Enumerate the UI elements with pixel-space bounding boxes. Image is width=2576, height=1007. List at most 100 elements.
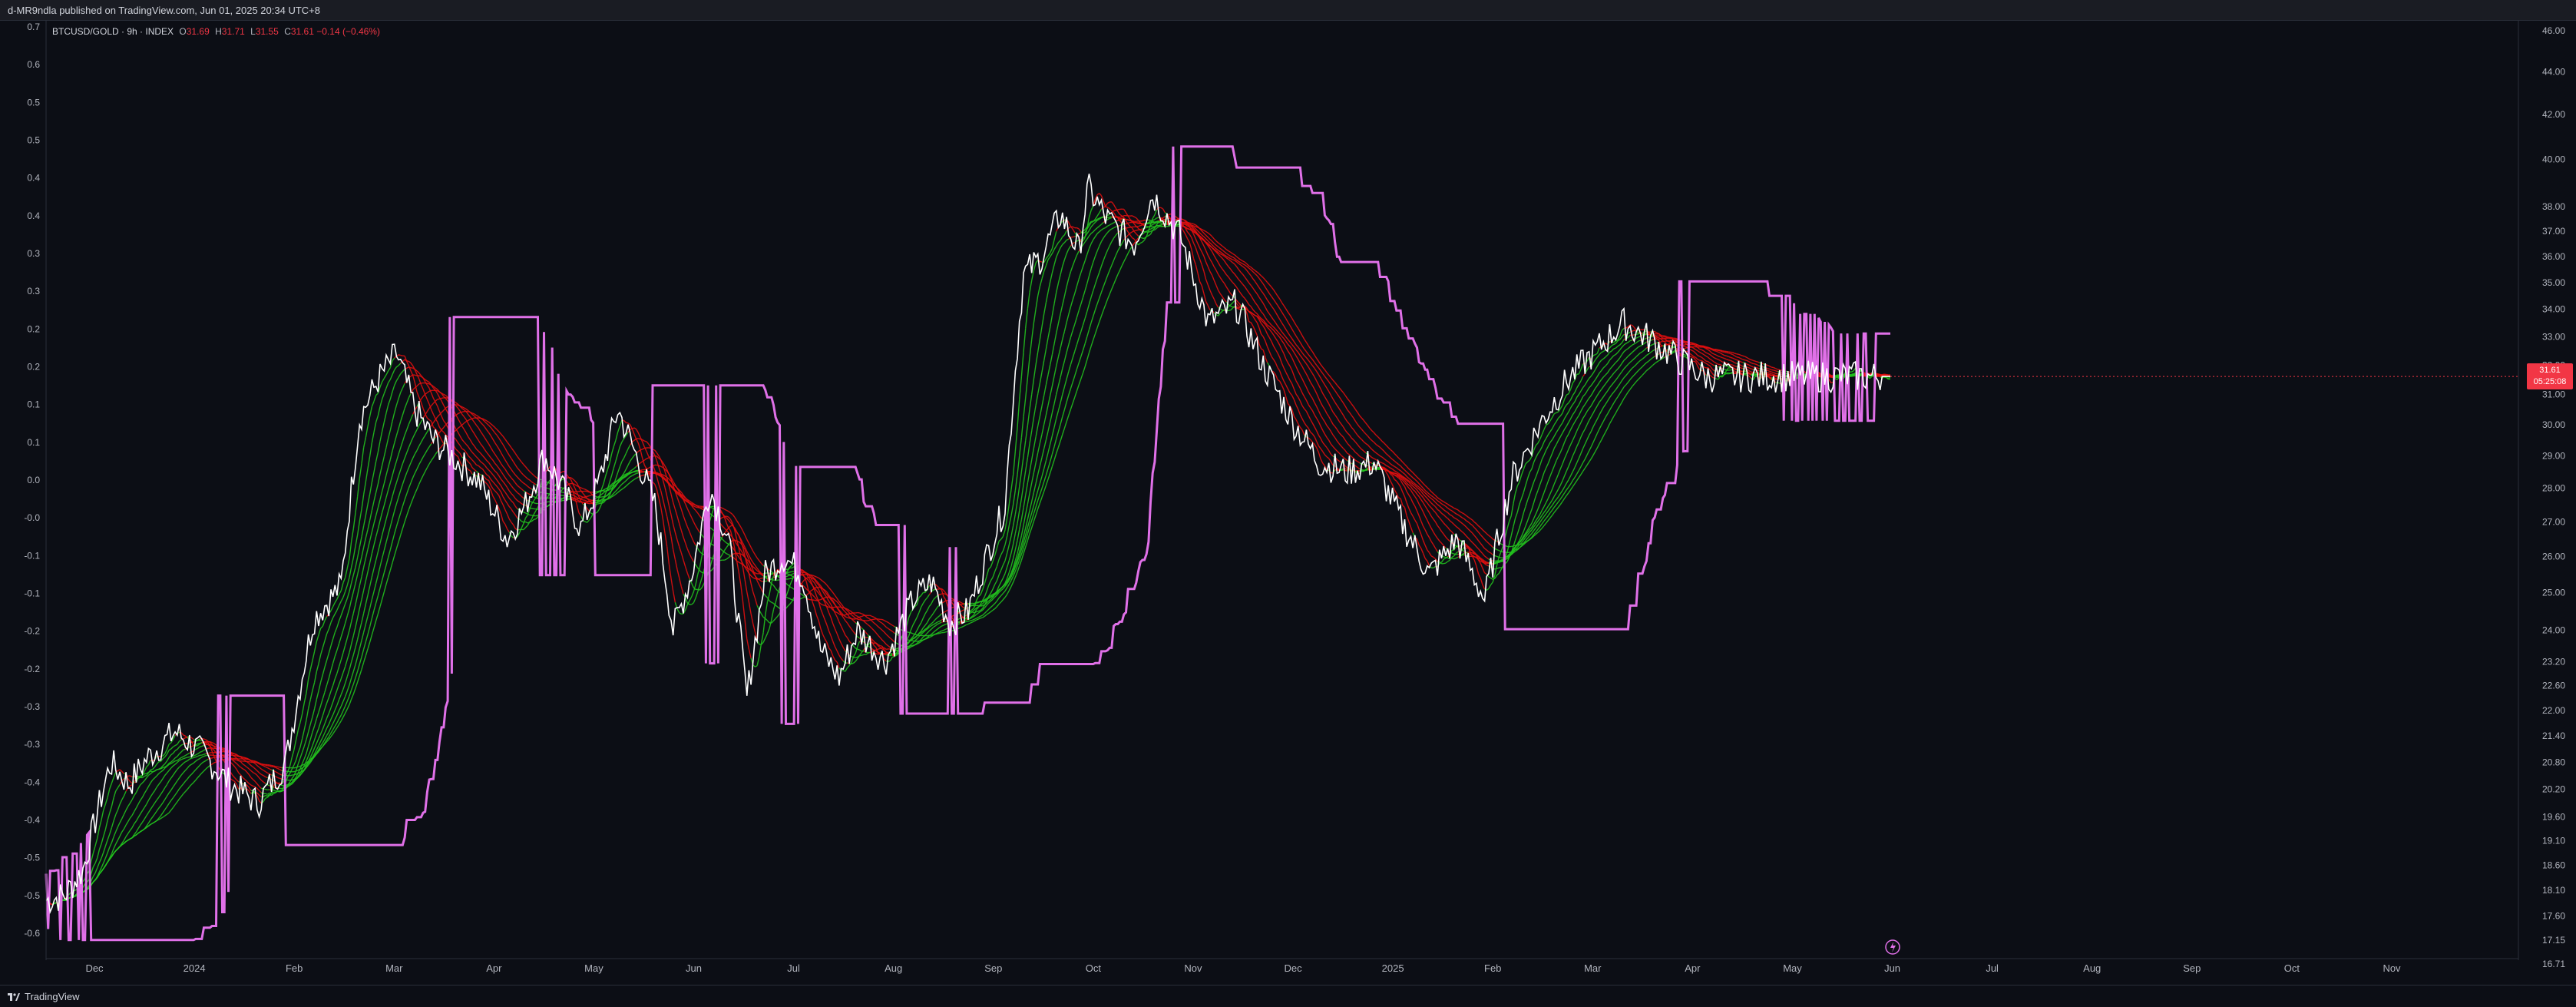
ribbon-segment: [1575, 388, 1577, 393]
ribbon-segment: [1046, 337, 1048, 349]
ribbon-segment: [1710, 370, 1712, 373]
ribbon-segment: [346, 598, 348, 604]
ribbon-segment: [159, 769, 161, 770]
ribbon-segment: [772, 584, 774, 585]
ribbon-segment: [122, 796, 124, 800]
ribbon-segment: [1060, 244, 1063, 247]
ribbon-segment: [99, 844, 101, 850]
ribbon-segment: [327, 697, 329, 703]
ribbon-segment: [1070, 266, 1073, 272]
ribbon-segment: [1026, 483, 1028, 495]
ribbon-segment: [1609, 367, 1612, 369]
ribbon-segment: [1433, 519, 1436, 522]
ribbon-segment: [396, 366, 398, 367]
price-chart[interactable]: 0.70.60.50.50.40.40.30.30.20.20.10.10.0-…: [0, 21, 2576, 985]
ribbon-segment: [1609, 351, 1612, 353]
ribbon-segment: [1519, 521, 1522, 528]
ribbon-segment: [249, 787, 251, 790]
ribbon-segment: [1324, 455, 1327, 457]
ribbon-segment: [503, 505, 505, 509]
ribbon-segment: [1300, 415, 1302, 419]
ribbon-segment: [1290, 354, 1292, 358]
ribbon-segment: [526, 525, 528, 528]
ribbon-segment: [1036, 452, 1038, 462]
ribbon-segment: [464, 442, 466, 444]
ribbon-segment: [1394, 489, 1397, 493]
ribbon-segment: [827, 607, 829, 612]
ribbon-segment: [407, 398, 409, 403]
ribbon-segment: [1704, 367, 1706, 368]
ribbon-segment: [1048, 365, 1050, 375]
ribbon-segment: [1294, 389, 1296, 394]
ribbon-segment: [337, 621, 339, 627]
ribbon-segment: [1572, 380, 1575, 383]
ribbon-segment: [1324, 434, 1327, 437]
ribbon-segment: [534, 511, 536, 515]
ribbon-segment: [1317, 418, 1319, 422]
ribbon-segment: [316, 739, 319, 744]
ribbon-segment: [343, 667, 346, 673]
ribbon-segment: [1161, 223, 1163, 224]
ribbon-segment: [386, 490, 389, 498]
ribbon-segment: [425, 379, 428, 381]
ribbon-segment: [204, 739, 207, 740]
ribbon-segment: [1397, 481, 1399, 484]
ribbon-segment: [1632, 325, 1635, 327]
ribbon-segment: [365, 469, 368, 482]
ribbon-segment: [1023, 495, 1026, 508]
ribbon-segment: [257, 783, 260, 786]
ribbon-segment: [845, 667, 848, 671]
ribbon-segment: [1194, 234, 1196, 239]
ribbon-segment: [1014, 533, 1016, 544]
ribbon-segment: [396, 454, 398, 461]
ribbon-segment: [438, 393, 440, 397]
ribbon-segment: [1202, 242, 1204, 246]
ribbon-segment: [1554, 432, 1556, 436]
ribbon-segment: [1284, 381, 1286, 385]
ribbon-segment: [408, 393, 411, 397]
ribbon-segment: [1026, 426, 1028, 441]
ribbon-segment: [891, 657, 893, 661]
ribbon-segment: [526, 522, 528, 523]
ribbon-segment: [1339, 444, 1341, 446]
ribbon-segment: [310, 717, 312, 724]
ribbon-segment: [1523, 464, 1526, 469]
ribbon-segment: [1404, 508, 1407, 516]
ribbon-segment: [472, 452, 475, 455]
ribbon-segment: [339, 601, 342, 606]
ribbon-segment: [171, 754, 174, 755]
ribbon-segment: [372, 432, 374, 443]
ribbon-segment: [1033, 463, 1036, 473]
ribbon-segment: [723, 517, 725, 518]
ribbon-segment: [663, 499, 665, 508]
ribbon-segment: [1219, 274, 1221, 277]
ribbon-segment: [1560, 433, 1562, 437]
ribbon-segment: [347, 608, 349, 615]
ribbon-segment: [1572, 402, 1575, 405]
ribbon-segment: [374, 422, 376, 432]
ribbon-segment: [1522, 469, 1524, 475]
ribbon-segment: [384, 375, 386, 379]
ribbon-segment: [509, 519, 511, 522]
ribbon-segment: [401, 415, 403, 421]
ribbon-segment: [680, 578, 682, 586]
ribbon-segment: [1645, 338, 1647, 339]
ribbon-segment: [150, 793, 153, 797]
ribbon-segment: [1620, 343, 1622, 345]
ribbon-segment: [136, 817, 138, 821]
ribbon-segment: [1554, 461, 1556, 466]
ribbon-segment: [1571, 415, 1573, 419]
ribbon-segment: [316, 635, 319, 642]
ribbon-segment: [671, 515, 673, 524]
ribbon-segment: [1292, 384, 1295, 389]
ribbon-segment: [1124, 209, 1126, 212]
ribbon-segment: [365, 505, 368, 515]
ribbon-segment: [855, 647, 858, 654]
ribbon-segment: [724, 548, 726, 551]
ribbon-segment: [581, 498, 584, 499]
ribbon-segment: [1583, 404, 1586, 407]
ribbon-segment: [144, 776, 147, 777]
ribbon-segment: [352, 591, 354, 599]
ribbon-segment: [1433, 567, 1436, 568]
